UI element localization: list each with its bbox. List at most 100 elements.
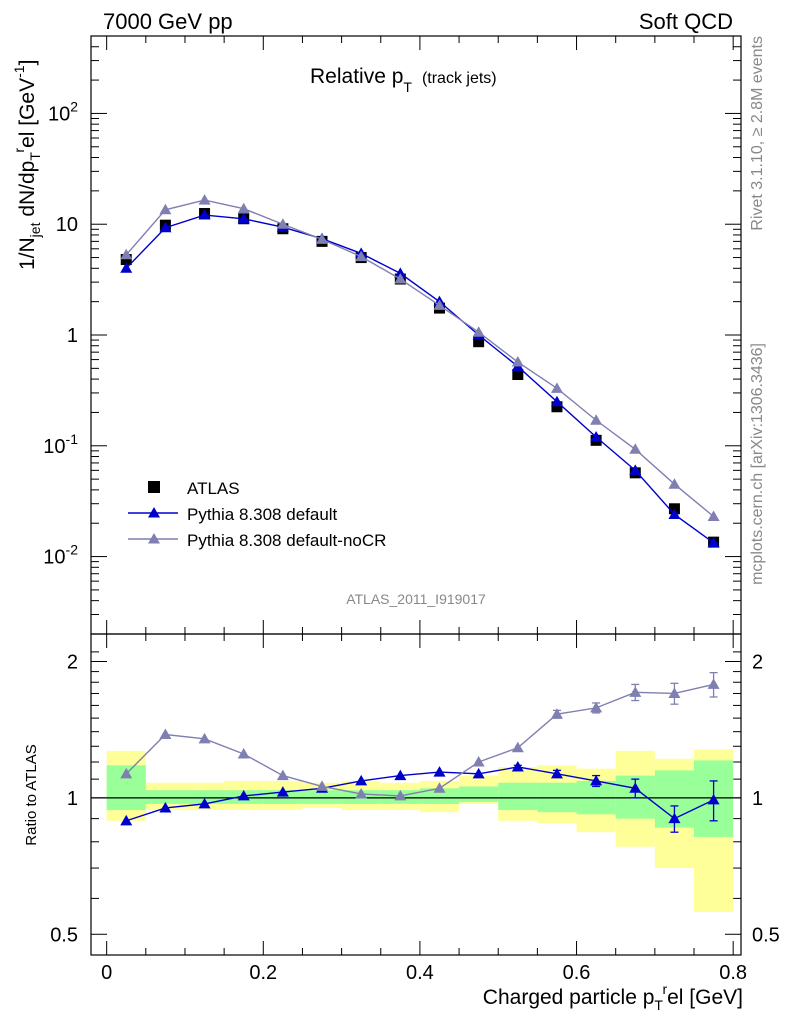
ratio-y-tick-label-left: 1 bbox=[67, 788, 78, 810]
series-point-2 bbox=[237, 202, 250, 214]
ratio-point-0 bbox=[276, 786, 289, 797]
series-point-2 bbox=[550, 382, 563, 393]
series-point-2 bbox=[511, 356, 524, 367]
header-left: 7000 GeV pp bbox=[103, 9, 233, 34]
ratio-point-1 bbox=[511, 741, 524, 753]
ratio-point-1 bbox=[198, 732, 211, 744]
header-right: Soft QCD bbox=[639, 9, 733, 34]
x-tick-label: 0.8 bbox=[719, 962, 747, 984]
ratio-point-1 bbox=[590, 701, 603, 713]
series-point-2 bbox=[433, 299, 446, 310]
series-point-2 bbox=[355, 250, 368, 262]
series-point-1 bbox=[590, 431, 603, 442]
ratio-point-1 bbox=[276, 769, 289, 781]
series-point-1 bbox=[198, 209, 211, 220]
x-tick-label: 0.2 bbox=[249, 962, 277, 984]
uncertainty-band-green bbox=[145, 790, 185, 804]
ratio-y-tick-label-left: 0.5 bbox=[50, 924, 78, 946]
series-point-1 bbox=[668, 508, 681, 519]
series-point-2 bbox=[198, 194, 211, 205]
series-point-2 bbox=[159, 203, 172, 215]
legend-label: ATLAS bbox=[187, 479, 240, 498]
legend-label: Pythia 8.308 default-noCR bbox=[187, 531, 386, 550]
ratio-point-1 bbox=[237, 747, 250, 759]
ratio-point-0 bbox=[707, 793, 720, 805]
atlas-data-point bbox=[120, 254, 132, 266]
ratio-point-1 bbox=[120, 767, 133, 779]
ratio-point-0 bbox=[550, 767, 563, 779]
series-point-1 bbox=[707, 536, 720, 548]
atlas-data-point bbox=[551, 401, 563, 413]
series-line-2 bbox=[125, 199, 715, 518]
ratio-point-0 bbox=[198, 797, 211, 809]
main-panel: 10-2 10-1 1 10 102 bbox=[43, 35, 742, 635]
ratio-point-1 bbox=[550, 708, 563, 719]
x-tick-label: 0 bbox=[101, 962, 112, 984]
ratio-point-1 bbox=[668, 687, 681, 698]
series-point-1 bbox=[120, 262, 133, 273]
ratio-point-0 bbox=[590, 774, 603, 786]
ratio-point-0 bbox=[629, 782, 642, 793]
ratio-y-axis-label: Ratio to ATLAS bbox=[23, 744, 40, 845]
main-title: Relative pT (track jets) bbox=[310, 65, 497, 95]
series-point-2 bbox=[276, 218, 289, 229]
series-point-1 bbox=[159, 221, 172, 233]
mcplots-label: mcplots.cern.ch [arXiv:1306.3436] bbox=[749, 343, 766, 585]
y-tick-label: 10 bbox=[56, 214, 78, 236]
atlas-data-point bbox=[473, 336, 485, 348]
ratio-y-tick-label-right: 1 bbox=[752, 788, 763, 810]
series-point-1 bbox=[550, 395, 563, 407]
ratio-point-0 bbox=[472, 767, 485, 779]
ratio-point-1 bbox=[707, 678, 720, 689]
ratio-line-1 bbox=[125, 683, 714, 797]
ratio-y-tick-label-left: 2 bbox=[67, 651, 78, 673]
ratio-point-1 bbox=[433, 782, 446, 793]
x-tick-label: 0.6 bbox=[563, 962, 591, 984]
series-point-2 bbox=[120, 248, 133, 260]
main-y-axis-label: 1/Njet dN/dpTrel [GeV-1] bbox=[11, 60, 43, 270]
ratio-y-tick-label-right: 2 bbox=[752, 651, 763, 673]
y-tick-label: 102 bbox=[48, 98, 78, 125]
series-point-2 bbox=[707, 510, 720, 521]
ratio-point-1 bbox=[159, 728, 172, 740]
y-tick-label: 1 bbox=[67, 325, 78, 347]
legend-label: Pythia 8.308 default bbox=[187, 505, 338, 524]
ratio-line-0 bbox=[126, 766, 714, 822]
legend-marker bbox=[148, 533, 160, 544]
series-line-1 bbox=[125, 214, 715, 544]
legend-marker-atlas bbox=[148, 481, 160, 493]
ratio-point-0 bbox=[159, 801, 172, 813]
ratio-y-tick-label-right: 0.5 bbox=[752, 924, 780, 946]
ratio-point-1 bbox=[316, 780, 329, 791]
ratio-frame bbox=[90, 633, 742, 956]
series-point-2 bbox=[629, 443, 642, 454]
rivet-label: Rivet 3.1.10, ≥ 2.8M events bbox=[749, 36, 766, 231]
series-point-2 bbox=[668, 478, 681, 489]
ratio-point-1 bbox=[394, 789, 407, 801]
ratio-point-0 bbox=[355, 774, 368, 786]
x-axis-label: Charged particle pTrel [GeV] bbox=[483, 981, 743, 1013]
series-point-2 bbox=[472, 326, 485, 337]
ratio-point-0 bbox=[433, 766, 446, 777]
y-tick-label: 10-2 bbox=[43, 542, 78, 569]
ratio-panel: 0 0.2 0.4 0.6 0.80.5 0.51 12 2 bbox=[50, 633, 780, 984]
uncertainty-band-green bbox=[498, 782, 538, 811]
ratio-point-0 bbox=[668, 812, 681, 824]
series-point-2 bbox=[590, 414, 603, 425]
uncertainty-band-green bbox=[459, 786, 499, 802]
x-tick-label: 0.4 bbox=[406, 962, 434, 984]
ratio-point-0 bbox=[394, 769, 407, 781]
ratio-point-1 bbox=[472, 756, 485, 767]
uncertainty-band-green bbox=[419, 788, 460, 804]
ratio-point-1 bbox=[629, 686, 642, 697]
series-point-1 bbox=[629, 464, 642, 475]
uncertainty-band-green bbox=[302, 790, 342, 804]
legend: ATLAS Pythia 8.308 default Pythia 8.308 de… bbox=[128, 479, 386, 550]
uncertainty-band-green bbox=[184, 790, 225, 804]
ratio-point-0 bbox=[511, 760, 524, 772]
legend-marker bbox=[148, 507, 160, 518]
series-point-2 bbox=[394, 273, 407, 284]
series-point-1 bbox=[394, 267, 407, 278]
series-point-1 bbox=[237, 212, 250, 224]
